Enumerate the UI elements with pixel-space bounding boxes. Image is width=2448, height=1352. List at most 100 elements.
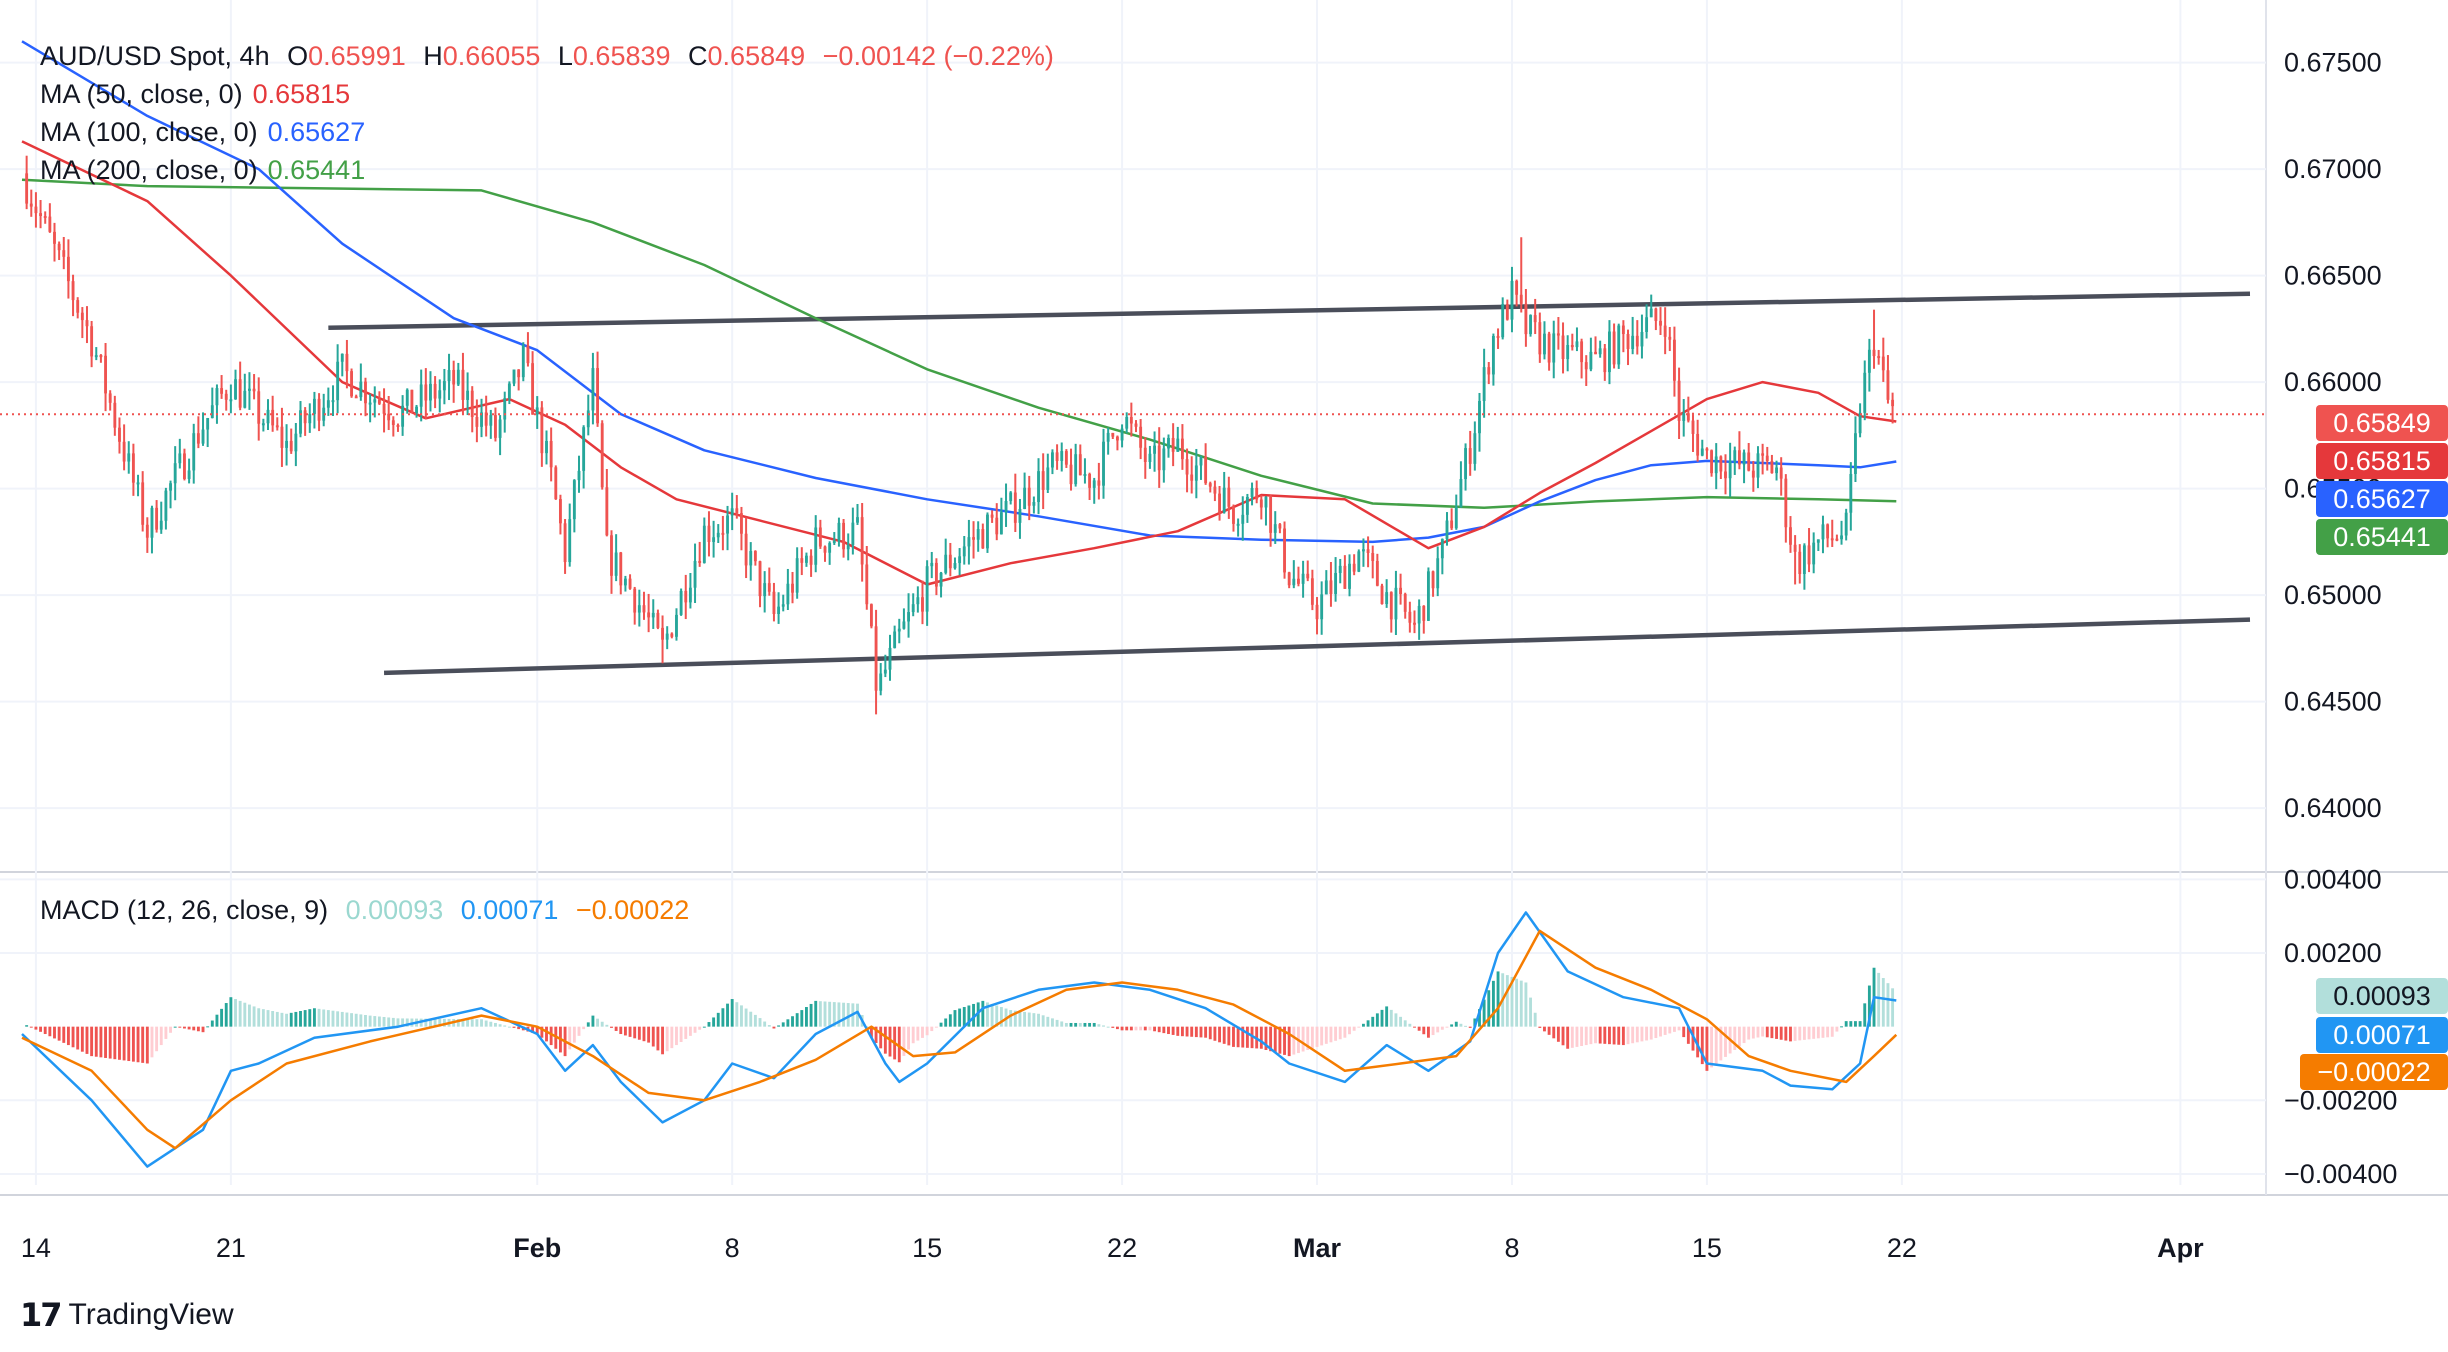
candle-body [1218, 493, 1221, 513]
macd-histogram-bar [1023, 1011, 1027, 1027]
time-tick-label: 22 [1887, 1233, 1917, 1263]
macd-histogram-bar [661, 1026, 664, 1055]
macd-histogram-bar [1408, 1023, 1412, 1027]
macd-histogram-bar [879, 1026, 883, 1049]
macd-histogram-bar [1167, 1026, 1170, 1035]
macd-histogram-bar [90, 1026, 94, 1057]
candle-body [1840, 535, 1843, 540]
candle-body [939, 572, 943, 587]
candle-body [252, 388, 256, 392]
candle-body [118, 427, 121, 442]
trendline-upper [328, 291, 2251, 331]
candle-body [688, 587, 692, 603]
price-tick-label: 0.67000 [2284, 154, 2382, 184]
macd-histogram-bar [679, 1026, 683, 1043]
trendlines[interactable] [328, 291, 2251, 676]
macd-histogram-bar [1519, 980, 1523, 1027]
macd-histogram-bar [1747, 1026, 1751, 1040]
macd-histogram-bar [846, 1003, 850, 1027]
ma100-value: 0.65627 [267, 117, 366, 147]
candle-body [391, 420, 395, 425]
candle-body [1097, 480, 1101, 486]
ma100-legend[interactable]: MA (100, close, 0) 0.65627 [40, 114, 375, 150]
candlestick-series[interactable] [25, 155, 1895, 715]
candle-body [647, 612, 651, 618]
candle-body [1835, 538, 1839, 541]
macd-histogram-bar [828, 1001, 832, 1027]
candle-body [1598, 348, 1602, 355]
macd-histogram-bar [1380, 1009, 1384, 1027]
candle-body [1594, 351, 1597, 355]
macd-histogram-bar [874, 1026, 878, 1044]
macd-histogram-bar [549, 1026, 553, 1046]
macd-histogram-bar [753, 1014, 757, 1027]
macd-histogram-bar [1566, 1026, 1570, 1049]
macd-histogram-bar [605, 1024, 609, 1027]
macd-histogram-bar [1668, 1026, 1672, 1034]
main-legend: AUD/USD Spot, 4h O0.65991 H0.66055 L0.65… [40, 38, 1064, 74]
candle-body [1872, 349, 1876, 357]
candle-body [753, 551, 757, 562]
candle-body [1185, 459, 1189, 475]
macd-histogram-bar [1027, 1012, 1031, 1027]
candle-body [549, 440, 553, 468]
macd-axis[interactable]: −0.00400 −0.00200 0.00200 0.00400 [2284, 864, 2397, 1189]
macd-histogram-bar [1371, 1016, 1375, 1027]
macd-legend[interactable]: MACD (12, 26, close, 9) 0.00093 0.00071 … [40, 892, 699, 928]
time-tick-label: 14 [21, 1233, 51, 1263]
macd-histogram-bar [1199, 1026, 1203, 1038]
candle-body [317, 398, 321, 421]
macd-histogram-bar [480, 1019, 483, 1027]
candle-body [1849, 473, 1853, 513]
candle-body [405, 389, 409, 406]
candle-body [1394, 587, 1398, 620]
candle-body [141, 482, 145, 525]
candle-body [396, 424, 400, 427]
legend-symbol[interactable]: AUD/USD Spot, 4h [40, 41, 270, 71]
candle-body [535, 407, 539, 415]
macd-histogram-bar [1719, 1026, 1723, 1061]
macd-histogram-bar [43, 1026, 47, 1035]
candle-body [442, 381, 446, 391]
candle-body [424, 384, 428, 401]
macd-histogram-bar [155, 1026, 159, 1052]
candle-body [229, 399, 233, 402]
macd-histogram-bar [1348, 1026, 1351, 1035]
macd-line [21, 911, 1897, 1168]
ma200-series [21, 178, 1897, 510]
macd-histogram-bar [48, 1026, 52, 1037]
candle-body [1102, 441, 1105, 486]
candle-body [150, 507, 154, 538]
macd-histogram-bar [758, 1018, 762, 1027]
macd-histogram-bar [517, 1026, 521, 1030]
candle-body [1129, 417, 1133, 424]
macd-histogram-bar [1436, 1026, 1440, 1033]
time-tick-label: Mar [1293, 1233, 1342, 1263]
tradingview-logo[interactable]: 𝟭𝟳 TradingView [20, 1296, 234, 1334]
macd-histogram-bar [224, 1003, 228, 1027]
macd-histogram-bar [34, 1026, 38, 1030]
candle-body [71, 281, 75, 301]
candle-body [1784, 478, 1788, 528]
macd-histogram-bar [1821, 1026, 1825, 1038]
candle-body [1538, 322, 1542, 355]
macd-histogram-bar [610, 1026, 613, 1028]
macd-histogram-bar [359, 1014, 363, 1027]
macd-histogram-bar [721, 1008, 725, 1027]
macd-histogram-bar [303, 1010, 307, 1027]
macd-histogram-bar [1185, 1026, 1189, 1037]
time-axis[interactable]: 14 21 Feb 8 15 22 Mar 8 15 22 Apr [21, 1233, 2204, 1263]
macd-histogram-bar [939, 1022, 943, 1027]
candle-body [419, 384, 423, 407]
macd-histogram-bar [484, 1020, 488, 1027]
macd-histogram-bar [201, 1026, 205, 1033]
macd-histogram-bar [498, 1024, 502, 1027]
candle-body [43, 216, 47, 219]
macd-signal-badge: −0.00022 [2300, 1054, 2448, 1090]
price-axis[interactable]: 0.640000.645000.650000.655000.660000.665… [2284, 48, 2382, 824]
ma50-legend[interactable]: MA (50, close, 0) 0.65815 [40, 76, 360, 112]
macd-histogram-bar [1064, 1022, 1068, 1027]
ma200-legend[interactable]: MA (200, close, 0) 0.65441 [40, 152, 375, 188]
macd-histogram-bar [1877, 972, 1881, 1027]
